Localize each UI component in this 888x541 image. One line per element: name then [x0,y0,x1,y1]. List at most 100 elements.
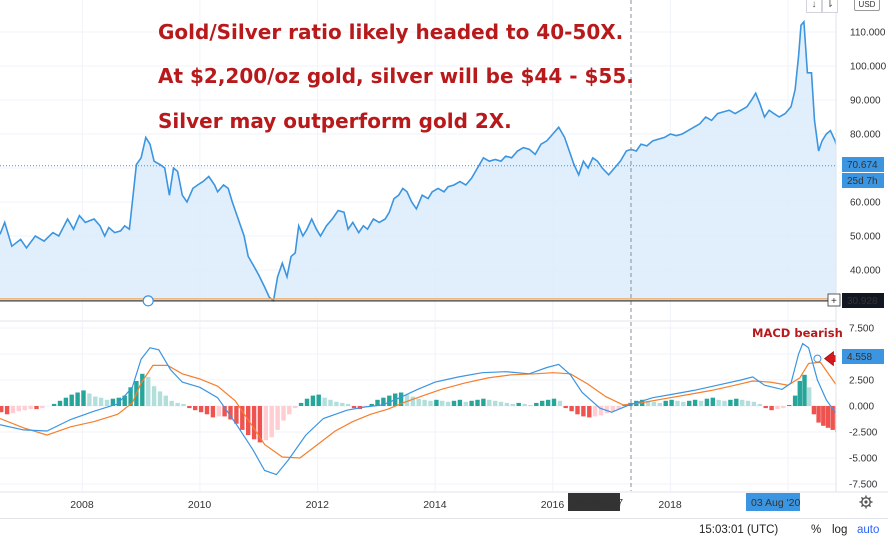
macd-histogram-bar [787,405,792,406]
macd-histogram-bar [328,399,333,406]
macd-histogram-bar [825,406,831,428]
macd-histogram-bar [463,401,468,406]
macd-histogram-bar [797,381,802,406]
crosshair-price-label: 30.928 [847,296,878,307]
time-tick-label: 2010 [188,499,212,511]
macd-histogram-bar [821,406,826,426]
macd-histogram-bar [410,396,415,406]
macd-histogram-bar [710,397,715,406]
macd-histogram-bar [687,400,692,406]
current-price-label: 70.674 [847,160,878,171]
macd-histogram-bar [169,400,174,406]
macd-histogram-bar [140,373,145,406]
macd-histogram-bar [163,395,168,406]
macd-histogram-bar [251,406,257,440]
macd-histogram-bar [334,401,339,406]
macd-last-marker [813,354,822,363]
macd-tick-label: -5.000 [849,454,878,465]
time-last-label: 03 Aug '20 [751,497,800,509]
countdown-label: 25d 7h [847,176,878,187]
time-axis-ticks: 200820102012201420162018202 [70,499,793,511]
time-tick-label: 2014 [423,499,447,511]
macd-histogram-bar [598,406,604,416]
scroll-down-button[interactable]: ↓ [806,0,822,13]
plus-icon: + [831,296,837,307]
time-tick-label: 2008 [70,499,94,511]
chart-area[interactable]: 110.000100.00090.00080.00070.00060.00050… [0,0,888,518]
macd-histogram-bar [563,406,568,409]
macd-tick-label: 0.000 [849,402,874,413]
macd-tick-label: 2.500 [849,376,874,387]
price-tick-label: 50.000 [850,232,881,243]
macd-histogram-bar [40,406,45,409]
macd-histogram-bar [281,406,286,421]
macd-histogram-bar [122,395,127,406]
macd-histogram-bar [375,399,380,406]
macd-histogram-bar [345,403,351,406]
price-tick-label: 110.000 [850,28,886,39]
price-tick-label: 100.000 [850,62,887,73]
macd-histogram-bar [528,405,533,406]
price-line-series [0,19,846,303]
log-toggle[interactable]: log [832,524,848,536]
macd-histogram-bar [257,406,263,443]
macd-tick-label: 7.500 [849,324,874,335]
currency-arrow-icon: ⇂ [825,0,835,10]
currency-dropdown-button[interactable]: ⇂ [822,0,838,13]
macd-histogram-bar [128,387,133,406]
current-price-label-bg [842,157,884,172]
macd-histogram-bar [428,400,433,406]
macd-histogram-bar [310,395,316,406]
macd-histogram-bar [57,400,63,406]
macd-histogram-bar [228,406,233,420]
macd-histogram-bar [551,398,557,406]
auto-toggle[interactable]: auto [857,524,880,536]
macd-histogram-bar [681,401,686,406]
macd-histogram-bar [293,406,298,409]
macd-histogram-bar [651,401,657,406]
gear-icon[interactable] [859,495,873,509]
macd-histogram-bar [811,406,817,415]
macd-histogram-bar [434,399,439,406]
price-tick-label: 60.000 [850,198,881,209]
crosshair-plus-button[interactable] [827,293,841,307]
macd-histogram-bar [287,406,292,415]
macd-histogram-bar [763,406,768,409]
macd-histogram-bar [469,400,474,406]
macd-histogram-bar [369,403,374,406]
macd-histogram-bar [22,406,27,411]
macd-histogram-bar [704,398,710,406]
price-area-fill [0,21,845,301]
macd-grid [0,322,836,491]
macd-histogram-bar [351,406,357,409]
macd-histogram-bar [775,406,780,410]
percent-toggle[interactable]: % [811,524,822,536]
price-tick-label: 80.000 [850,130,881,141]
macd-histogram-bar [93,396,98,406]
macd-histogram-bar [604,406,610,414]
macd-histogram-bar [540,400,545,406]
macd-histogram-bar [98,397,104,406]
macd-histogram-bar [4,406,10,415]
macd-histogram-bar [51,403,57,406]
time-last-label-bg [746,493,800,511]
currency-badge[interactable]: USD [854,0,880,11]
macd-histogram-bar [592,406,598,417]
macd-histogram-bar [187,406,192,409]
macd-histogram-bar [616,406,621,410]
macd-histogram-bar [716,399,721,406]
macd-histogram-bar [204,406,210,415]
macd-histogram-bar [275,406,280,430]
macd-histogram-bar [198,406,204,413]
macd-histogram-bar [151,386,157,406]
macd-histogram-bar [416,398,421,406]
macd-histogram [0,373,848,443]
time-tick-label: 2016 [541,499,565,511]
macd-histogram-bar [422,399,427,406]
macd-histogram-bar [322,397,327,406]
macd-histogram-bar [545,399,551,406]
crosshair-drag-handle[interactable] [142,295,154,307]
time-tick-label: 2012 [306,499,330,511]
macd-histogram-bar [316,394,321,406]
macd-histogram-bar [645,400,651,406]
